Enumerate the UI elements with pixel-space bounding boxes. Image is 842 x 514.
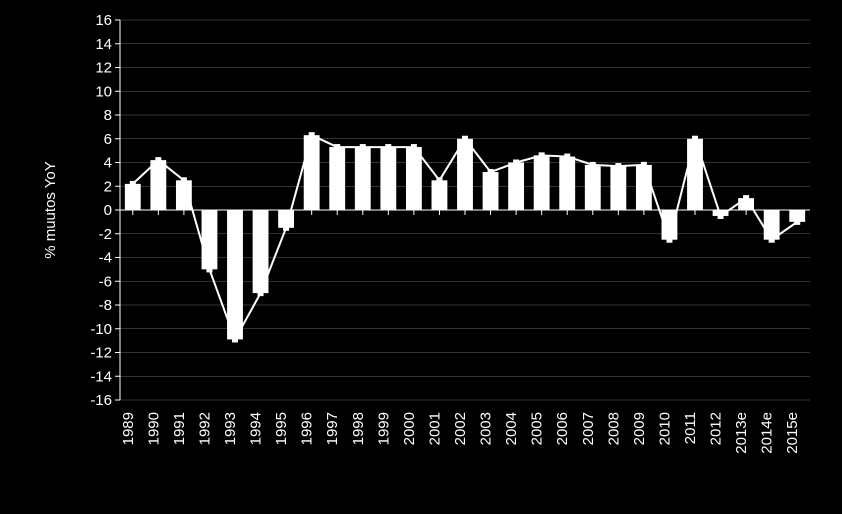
svg-text:2015e: 2015e — [784, 412, 801, 454]
svg-text:2001: 2001 — [426, 412, 443, 445]
svg-text:14: 14 — [95, 36, 112, 53]
svg-text:2006: 2006 — [554, 412, 571, 445]
svg-text:-14: -14 — [90, 368, 112, 385]
svg-text:-6: -6 — [99, 273, 112, 290]
svg-text:2012: 2012 — [708, 412, 725, 445]
svg-text:2013e: 2013e — [733, 412, 750, 454]
svg-text:% muutos YoY: % muutos YoY — [42, 161, 59, 259]
svg-text:1993: 1993 — [222, 412, 239, 445]
svg-text:2007: 2007 — [580, 412, 597, 445]
svg-text:10: 10 — [95, 83, 112, 100]
svg-text:1999: 1999 — [375, 412, 392, 445]
chart-svg: -16 -14 -12 -10 -8 -6 -4 -2 0 2 4 6 8 10 12 14 16 1989 199… — [0, 0, 842, 514]
svg-text:1998: 1998 — [350, 412, 367, 445]
svg-text:2009: 2009 — [631, 412, 648, 445]
chart-container: -16 -14 -12 -10 -8 -6 -4 -2 0 2 4 6 8 10 12 14 16 1989 199… — [0, 0, 842, 514]
svg-text:2008: 2008 — [605, 412, 622, 445]
svg-text:-2: -2 — [99, 226, 112, 243]
svg-text:8: 8 — [104, 107, 112, 124]
svg-text:12: 12 — [95, 60, 112, 77]
svg-text:1994: 1994 — [248, 412, 265, 445]
svg-text:16: 16 — [95, 12, 112, 29]
svg-text:1996: 1996 — [299, 412, 316, 445]
svg-text:-16: -16 — [90, 392, 112, 409]
svg-text:1991: 1991 — [171, 412, 188, 445]
svg-text:1997: 1997 — [324, 412, 341, 445]
svg-text:1995: 1995 — [273, 412, 290, 445]
svg-text:-8: -8 — [99, 297, 112, 314]
svg-text:-12: -12 — [90, 345, 112, 362]
svg-text:2004: 2004 — [503, 412, 520, 445]
svg-text:-4: -4 — [99, 250, 112, 267]
svg-text:0: 0 — [104, 202, 112, 219]
svg-text:-10: -10 — [90, 321, 112, 338]
svg-text:1989: 1989 — [120, 412, 137, 445]
svg-text:2010: 2010 — [656, 412, 673, 445]
svg-text:4: 4 — [104, 155, 112, 172]
svg-text:2000: 2000 — [401, 412, 418, 445]
svg-text:2011: 2011 — [682, 412, 699, 444]
svg-text:1990: 1990 — [145, 412, 162, 445]
svg-text:2002: 2002 — [452, 412, 469, 445]
svg-text:6: 6 — [104, 131, 112, 148]
svg-text:2003: 2003 — [478, 412, 495, 445]
svg-text:2005: 2005 — [529, 412, 546, 445]
svg-text:2014e: 2014e — [759, 412, 776, 454]
svg-text:1992: 1992 — [196, 412, 213, 445]
svg-text:2: 2 — [104, 178, 112, 195]
